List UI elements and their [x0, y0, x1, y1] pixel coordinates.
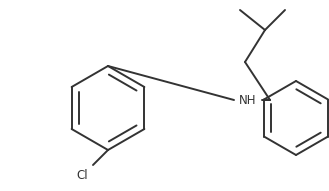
Text: Cl: Cl: [76, 169, 88, 182]
Text: NH: NH: [239, 94, 257, 107]
